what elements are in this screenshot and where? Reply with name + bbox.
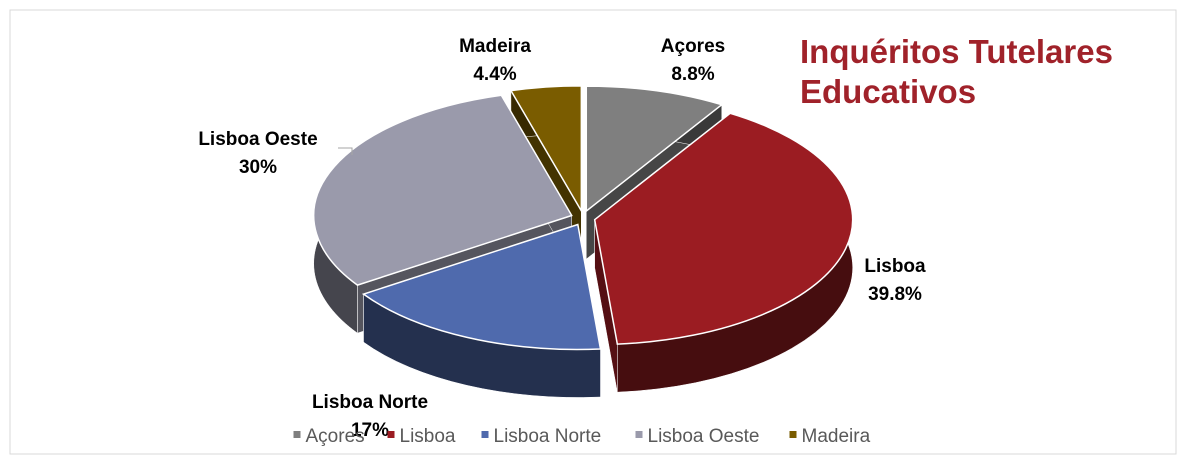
chart-title: Inquéritos Tutelares Educativos bbox=[800, 33, 1113, 110]
slice bbox=[509, 85, 583, 214]
legend-label: Madeira bbox=[802, 426, 871, 447]
legend-swatch bbox=[635, 431, 643, 438]
legend-swatch bbox=[789, 431, 797, 438]
slice bbox=[313, 94, 573, 286]
data-label-name: Lisboa Oeste bbox=[198, 129, 317, 150]
legend-swatch bbox=[481, 431, 489, 438]
data-label-name: Madeira bbox=[459, 36, 531, 57]
data-label-name: Lisboa Norte bbox=[312, 392, 428, 413]
data-label: 4.4% bbox=[473, 64, 516, 85]
data-label-name: Açores bbox=[661, 36, 725, 57]
data-label: 17% bbox=[351, 420, 389, 441]
legend-label: Lisboa Norte bbox=[494, 426, 602, 447]
leader-line bbox=[338, 147, 353, 155]
data-label: 30% bbox=[239, 157, 277, 178]
data-label-name: Lisboa bbox=[864, 256, 926, 277]
slice bbox=[585, 85, 724, 213]
legend-swatch bbox=[387, 431, 395, 438]
data-label: 39.8% bbox=[868, 284, 922, 305]
data-label: 8.8% bbox=[671, 64, 714, 85]
slice bbox=[361, 223, 602, 351]
legend-label: Lisboa bbox=[400, 426, 456, 447]
legend-label: Lisboa Oeste bbox=[648, 426, 760, 447]
slice bbox=[593, 112, 854, 345]
legend-swatch bbox=[293, 431, 301, 438]
legend-label: Açores bbox=[306, 426, 365, 447]
